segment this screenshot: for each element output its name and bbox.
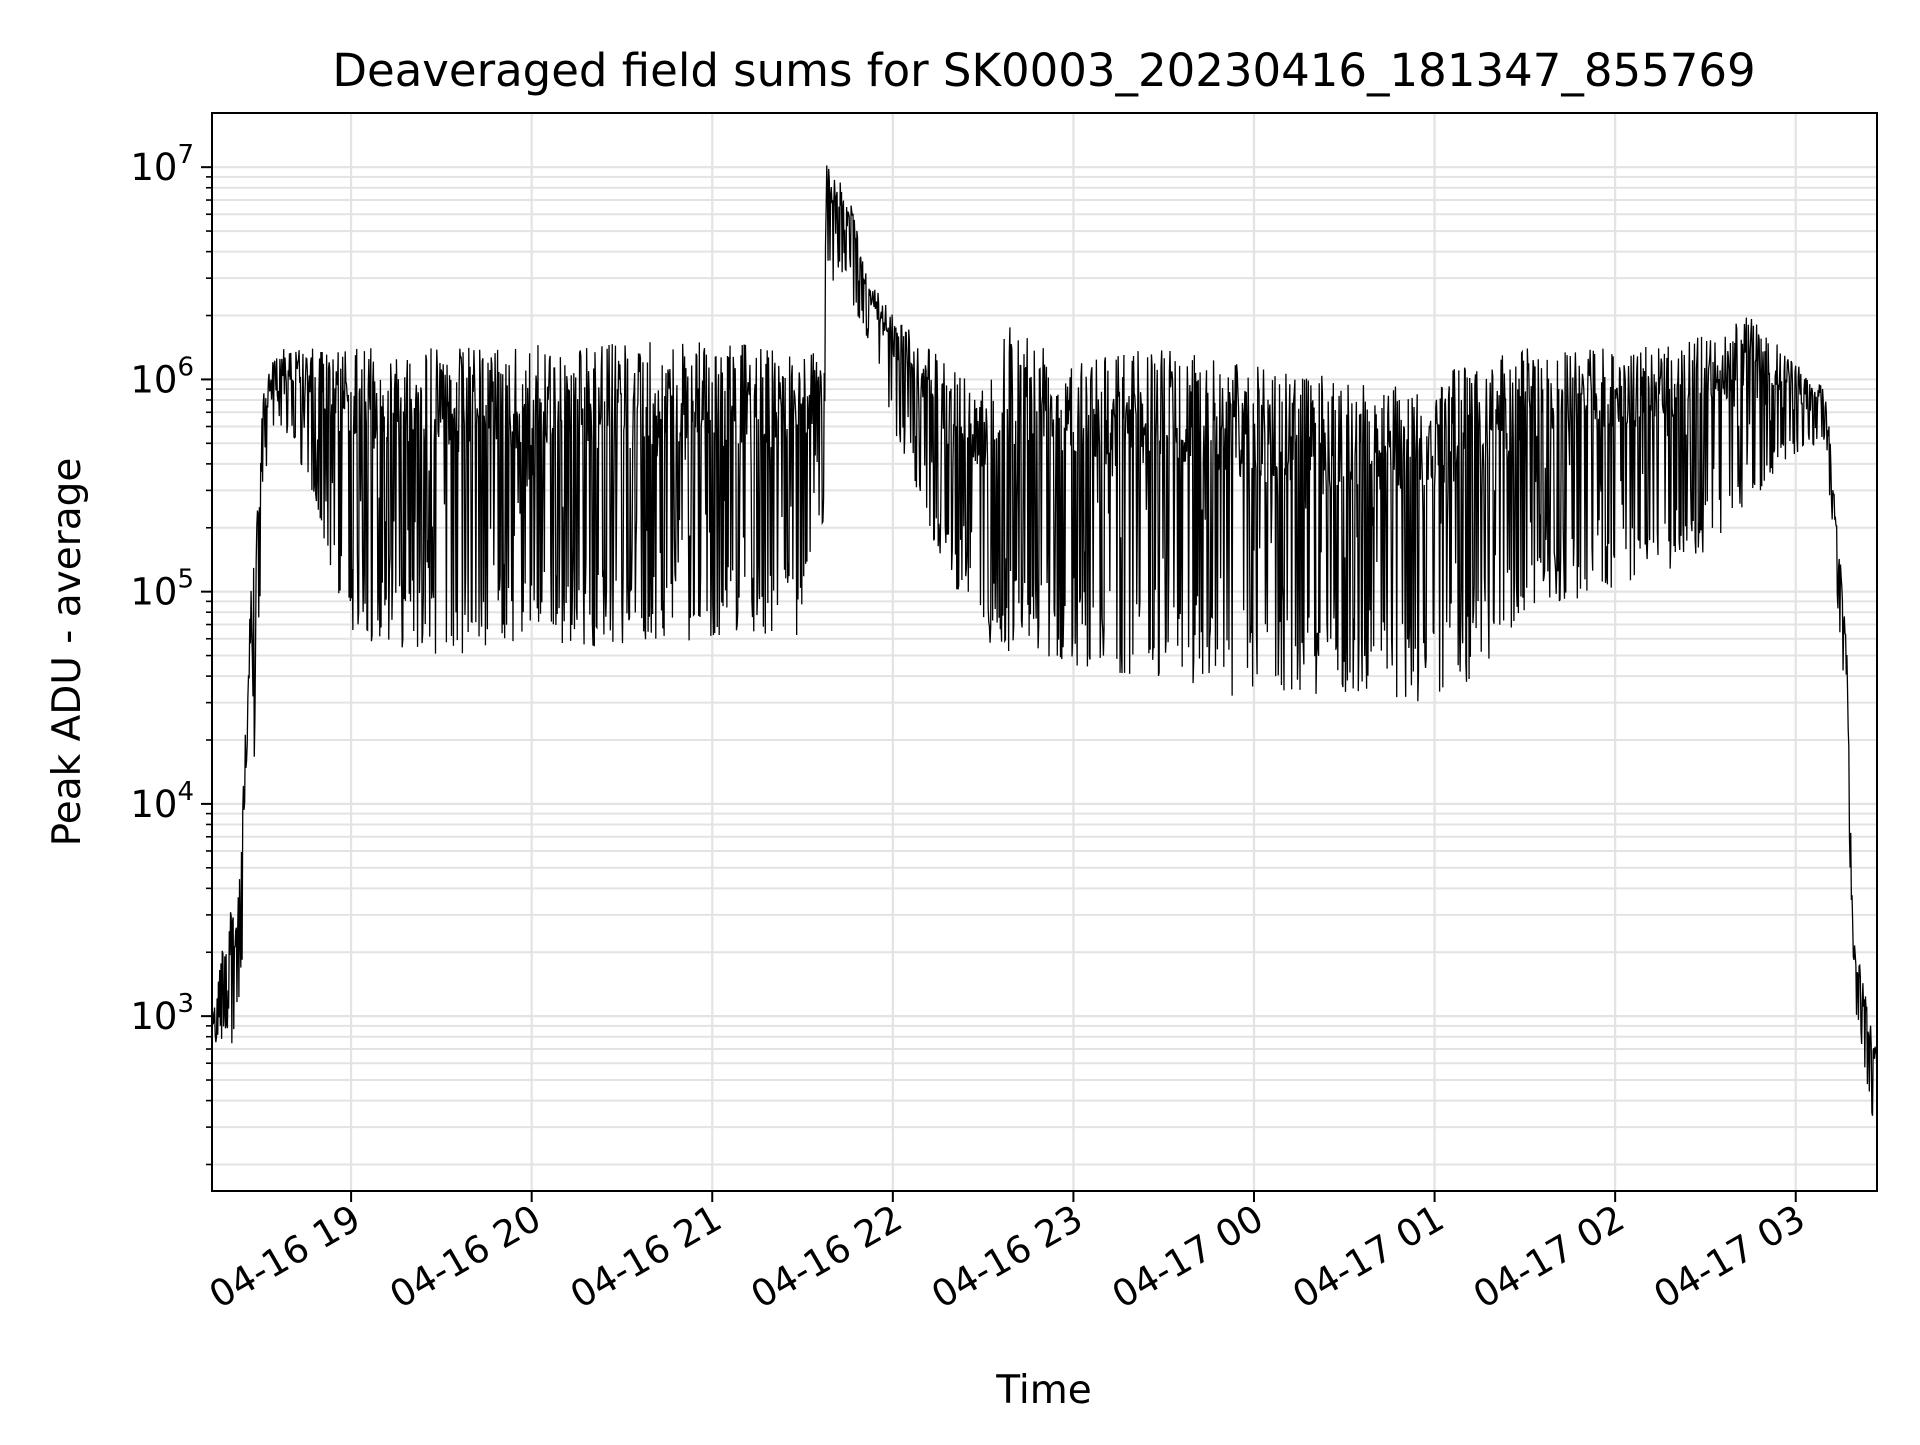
y-tick-exponent: 5	[177, 565, 194, 595]
y-tick-base: 10	[130, 358, 177, 401]
y-tick-exponent: 7	[177, 140, 194, 170]
y-tick-label: 105	[130, 565, 194, 614]
chart-title: Deaveraged field sums for SK0003_2023041…	[332, 44, 1755, 97]
y-tick-label: 104	[130, 777, 194, 826]
y-tick-exponent: 6	[177, 352, 194, 382]
y-tick-base: 10	[130, 995, 177, 1038]
y-tick-base: 10	[130, 783, 177, 826]
y-axis-label: Peak ADU - average	[45, 458, 90, 847]
y-tick-base: 10	[130, 146, 177, 189]
y-tick-label: 103	[130, 989, 194, 1038]
y-tick-exponent: 3	[177, 989, 194, 1019]
y-tick-base: 10	[130, 571, 177, 614]
y-tick-label: 106	[130, 352, 194, 401]
data-layer	[211, 165, 1878, 1116]
x-axis-label: Time	[995, 1368, 1091, 1413]
plot-frame	[211, 112, 1878, 1192]
y-tick-label: 107	[130, 140, 194, 189]
series-line	[211, 165, 1878, 1116]
grid	[212, 113, 1877, 1191]
y-tick-exponent: 4	[177, 777, 194, 807]
